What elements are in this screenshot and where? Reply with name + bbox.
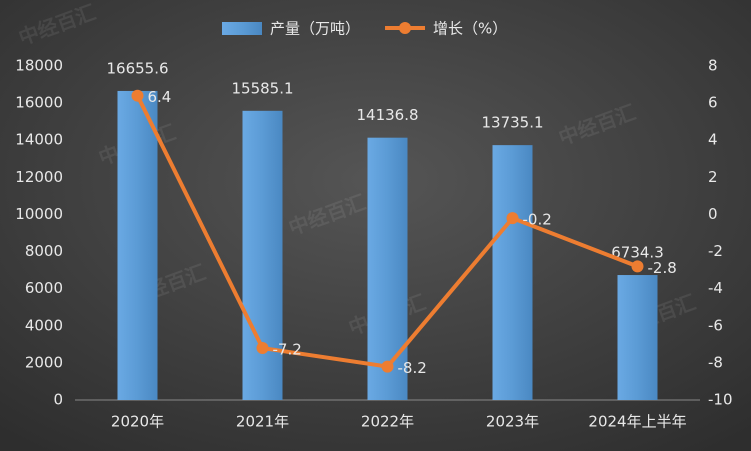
x-tick-label: 2023年 bbox=[486, 413, 539, 431]
y-tick-label: 0 bbox=[53, 391, 63, 409]
legend-swatch bbox=[222, 22, 262, 35]
bar bbox=[617, 275, 658, 400]
data-label: 6734.3 bbox=[611, 244, 664, 262]
bar bbox=[367, 137, 408, 400]
data-label: 16655.6 bbox=[106, 59, 168, 77]
y-tick-label: 10000 bbox=[15, 205, 63, 223]
y-tick-label: 14000 bbox=[15, 131, 63, 149]
y2-tick-label: -6 bbox=[708, 316, 723, 334]
y-tick-label: 4000 bbox=[25, 316, 63, 334]
data-label: -2.8 bbox=[648, 259, 677, 277]
line-point bbox=[506, 212, 519, 225]
data-label: -8.2 bbox=[398, 359, 427, 377]
y2-tick-label: -4 bbox=[708, 279, 723, 297]
y-tick-label: 8000 bbox=[25, 242, 63, 260]
x-tick-label: 2021年 bbox=[236, 413, 289, 431]
legend-label: 产量（万吨） bbox=[270, 20, 360, 38]
y2-tick-label: 8 bbox=[708, 57, 718, 75]
y2-tick-label: -2 bbox=[708, 242, 723, 260]
data-label: -7.2 bbox=[273, 341, 302, 359]
bar bbox=[117, 90, 158, 400]
legend-label: 增长（%） bbox=[433, 20, 507, 38]
x-tick-label: 2020年 bbox=[111, 413, 164, 431]
line-point bbox=[256, 342, 269, 355]
y2-tick-label: 4 bbox=[708, 131, 718, 149]
data-label: 13735.1 bbox=[481, 114, 543, 132]
y-tick-label: 16000 bbox=[15, 94, 63, 112]
y2-tick-label: 6 bbox=[708, 94, 718, 112]
bar bbox=[492, 145, 533, 400]
data-label: 15585.1 bbox=[231, 79, 293, 97]
y-tick-label: 18000 bbox=[15, 57, 63, 75]
y2-tick-label: 2 bbox=[708, 168, 718, 186]
data-label: -0.2 bbox=[523, 211, 552, 229]
x-tick-label: 2022年 bbox=[361, 413, 414, 431]
y-tick-label: 12000 bbox=[15, 168, 63, 186]
line-point bbox=[631, 260, 644, 273]
legend-swatch bbox=[399, 22, 412, 34]
line-point bbox=[381, 360, 394, 373]
y2-tick-label: -8 bbox=[708, 353, 723, 371]
y-tick-label: 2000 bbox=[25, 353, 63, 371]
line-point bbox=[131, 89, 144, 102]
y2-tick-label: 0 bbox=[708, 205, 718, 223]
data-label: 6.4 bbox=[148, 88, 172, 106]
x-tick-label: 2024年上半年 bbox=[588, 413, 686, 431]
y-tick-label: 6000 bbox=[25, 279, 63, 297]
data-label: 14136.8 bbox=[356, 106, 418, 124]
y2-tick-label: -10 bbox=[708, 391, 733, 409]
